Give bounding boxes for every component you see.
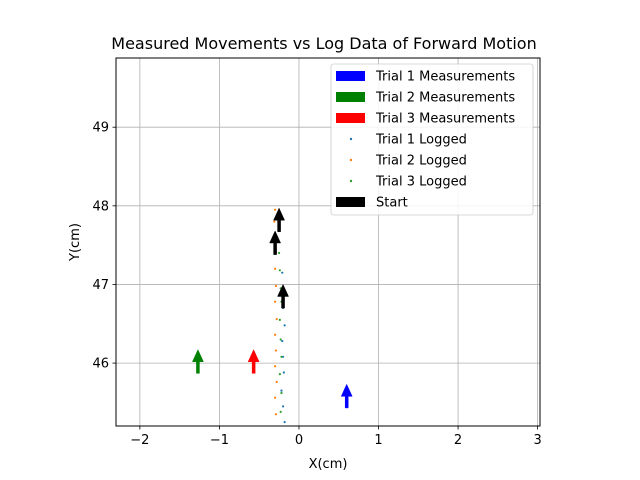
plot-frame [115, 57, 541, 427]
legend-swatch [336, 197, 365, 207]
legend-marker [349, 158, 353, 162]
logged-point-trial-2 [274, 284, 277, 288]
x-tick-label: 2 [454, 433, 462, 448]
logged-point-trial-3 [278, 269, 281, 272]
legend-marker [349, 137, 353, 141]
logged-point-trial-1 [280, 389, 283, 392]
logged-point-trial-2 [273, 396, 277, 399]
logged-point-trial-2 [273, 220, 276, 223]
chart-title: Measured Movements vs Log Data of Forwar… [111, 34, 536, 53]
logged-point-trial-2 [274, 349, 277, 352]
x-tick-label: 1 [374, 433, 382, 448]
x-tick-label: 3 [533, 433, 541, 448]
legend-label: Trial 1 Logged [375, 133, 467, 148]
logged-point-trial-3 [279, 338, 282, 341]
measurement-arrow-trial-3 [247, 349, 260, 374]
logged-point-trial-3 [280, 391, 283, 395]
logged-point-trial-2 [273, 333, 277, 336]
logged-point-trial-2 [273, 208, 277, 211]
y-tick-label: 49 [92, 121, 109, 136]
legend-frame [330, 63, 534, 216]
legend-label: Trial 2 Measurements [375, 91, 515, 106]
y-tick-label: 46 [92, 357, 109, 372]
y-axis-label: Y(cm) [68, 223, 83, 262]
y-tick-label: 47 [92, 278, 109, 293]
logged-point-trial-1 [283, 324, 286, 327]
legend-label: Trial 3 Measurements [375, 112, 515, 127]
logged-point-trial-1 [282, 371, 285, 374]
legend-label: Trial 1 Measurements [375, 70, 515, 85]
logged-point-trial-1 [283, 420, 286, 424]
legend-swatch [336, 92, 365, 102]
measurement-arrow-trial-1 [340, 383, 353, 409]
legend-label: Trial 2 Logged [375, 154, 467, 169]
legend-swatch [336, 113, 365, 123]
legend-label: Start [376, 196, 408, 211]
logged-point-trial-3 [278, 318, 281, 321]
logged-point-trial-3 [279, 410, 282, 413]
logged-point-trial-2 [274, 413, 277, 416]
x-tick-label: 0 [295, 433, 303, 448]
measurement-arrow-trial-2 [192, 349, 204, 374]
logged-point-trial-2 [273, 300, 277, 303]
logged-point-trial-3 [277, 251, 281, 255]
logged-point-trial-2 [273, 365, 277, 368]
y-tick-label: 48 [92, 199, 109, 214]
axis-ticks: −2 −1 0 1 2 3 46 47 48 49 [92, 121, 541, 448]
plot-data [192, 207, 353, 424]
logged-point-trial-3 [280, 355, 283, 358]
logged-point-trial-1 [281, 271, 284, 274]
logged-point-trial-3 [278, 373, 281, 376]
legend-marker [349, 179, 353, 183]
x-tick-label: −1 [210, 433, 229, 448]
x-tick-label: −2 [130, 433, 149, 448]
logged-point-trial-1 [281, 355, 285, 358]
start-arrow [273, 207, 285, 233]
logged-point-trial-1 [281, 339, 284, 343]
start-arrow [277, 283, 289, 309]
legend-swatch [336, 71, 365, 81]
logged-point-trial-2 [275, 380, 278, 384]
logged-point-trial-2 [275, 317, 278, 321]
x-axis-label: X(cm) [309, 457, 348, 472]
start-arrow [269, 230, 281, 255]
logged-point-trial-2 [273, 267, 277, 270]
legend: Trial 1 Measurements Trial 2 Measurements… [330, 63, 534, 216]
logged-point-trial-1 [281, 405, 285, 408]
legend-label: Trial 3 Logged [375, 175, 467, 190]
